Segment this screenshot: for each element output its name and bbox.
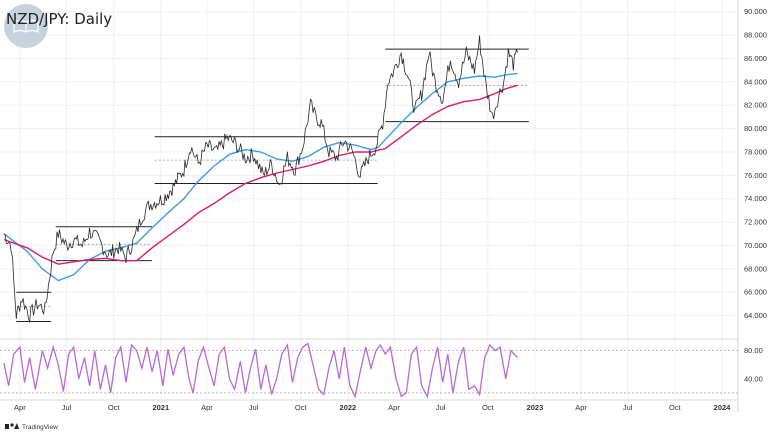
y-tick-label: 90.000 [744, 7, 767, 16]
y-tick-label: 84.000 [744, 77, 767, 86]
stochastic-panel [0, 342, 738, 399]
y-tick-label: 68.000 [744, 264, 767, 273]
ma-slow-line [3, 84, 518, 265]
y-tick-label: 78.000 [744, 147, 767, 156]
x-tick-label: Apr [201, 403, 213, 412]
range-boxes [16, 48, 529, 322]
x-tick-label: 2023 [527, 403, 544, 412]
tradingview-logo-icon [5, 423, 19, 429]
gridlines [0, 0, 738, 400]
page-title: NZD/JPY: Daily [6, 10, 112, 28]
y-tick-label: 82.000 [744, 101, 767, 110]
y-tick-label: 74.000 [744, 194, 767, 203]
panel-separator [0, 0, 739, 412]
y-tick-label: 70.000 [744, 241, 767, 250]
x-tick-label: 2022 [340, 403, 357, 412]
y-tick-label: 86.000 [744, 54, 767, 63]
tradingview-label: TradingView [22, 424, 58, 431]
x-tick-label: Jul [623, 403, 633, 412]
x-tick-label: 2021 [152, 403, 169, 412]
price-line [3, 35, 518, 323]
y-tick-label: 66.000 [744, 288, 767, 297]
x-tick-label: 2024 [714, 403, 732, 412]
time-axis: Apr Jul Oct 2021 Apr Jul Oct 2022 Apr Jul Oct 2023 A… [14, 403, 731, 412]
moving-averages [3, 72, 518, 282]
y-tick-label: 72.000 [744, 218, 767, 227]
x-tick-label: Jul [436, 403, 446, 412]
stoch-line [3, 342, 518, 399]
x-tick-label: Jul [249, 403, 259, 412]
x-tick-label: Oct [482, 403, 495, 412]
tradingview-brand: TradingView [5, 423, 58, 431]
x-tick-label: Apr [14, 403, 26, 412]
y-tick-label: 64.000 [744, 311, 767, 320]
x-tick-label: Apr [575, 403, 587, 412]
x-tick-label: Jul [62, 403, 72, 412]
stoch-tick-label: 40.00 [744, 374, 763, 383]
y-tick-label: 76.000 [744, 171, 767, 180]
price-axis: 64.000 66.000 68.000 70.000 72.000 74.000 76.0… [744, 7, 767, 383]
stoch-tick-label: 80.00 [744, 346, 763, 355]
x-tick-label: Apr [388, 403, 400, 412]
y-tick-label: 88.000 [744, 31, 767, 40]
price-series [3, 35, 518, 323]
y-tick-label: 80.000 [744, 124, 767, 133]
logo-badge [4, 4, 48, 48]
x-tick-label: Oct [669, 403, 682, 412]
x-tick-label: Oct [295, 403, 308, 412]
x-tick-label: Oct [108, 403, 121, 412]
ma-fast-line [3, 72, 518, 282]
book-icon [13, 19, 39, 33]
